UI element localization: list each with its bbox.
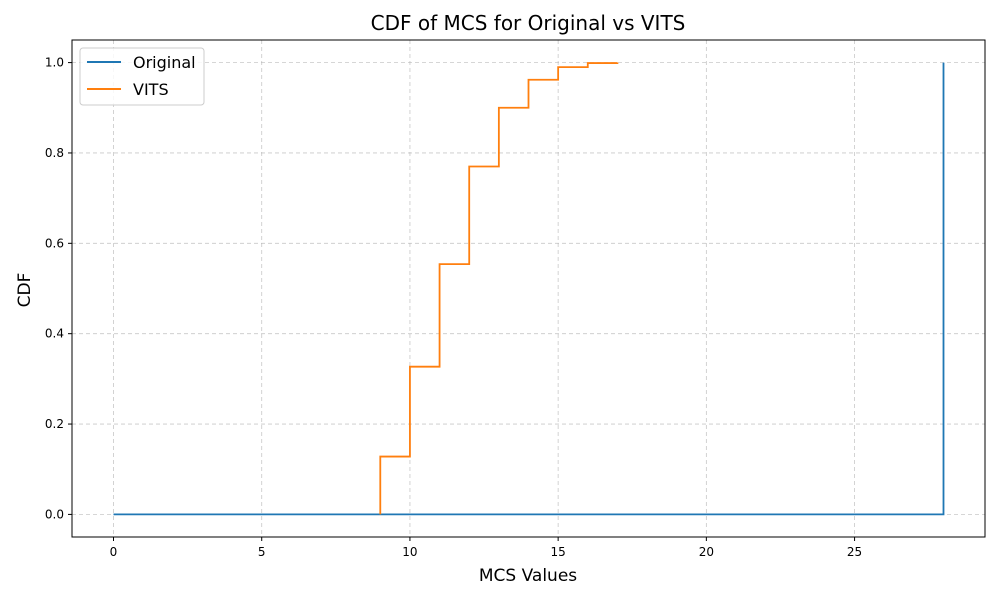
y-tick-label: 0.2 (45, 417, 64, 431)
y-tick-label: 0.6 (45, 236, 64, 250)
x-tick-label: 5 (258, 545, 266, 559)
y-tick-label: 0.4 (45, 327, 64, 341)
grid (72, 40, 985, 537)
plot-frame (71, 39, 986, 538)
series-line-original (113, 62, 945, 516)
ticks: 0 5 10 15 20 25 0.0 0.2 0.4 0.6 0.8 1.0 (45, 56, 862, 559)
legend-label-vits: VITS (133, 80, 169, 99)
legend: Original VITS (79, 47, 205, 106)
x-tick-label: 15 (551, 545, 566, 559)
x-tick-label: 10 (402, 545, 417, 559)
series-line-vits (379, 62, 619, 515)
x-tick-label: 20 (699, 545, 714, 559)
legend-label-original: Original (133, 53, 196, 72)
x-tick-label: 25 (847, 545, 862, 559)
x-tick-label: 0 (110, 545, 118, 559)
x-axis-label: MCS Values (479, 566, 577, 586)
y-axis-label: CDF (15, 273, 35, 308)
series-layer (113, 62, 945, 516)
y-tick-label: 0.0 (45, 507, 64, 521)
y-tick-label: 1.0 (45, 56, 64, 70)
y-tick-label: 0.8 (45, 146, 64, 160)
chart-title: CDF of MCS for Original vs VITS (371, 11, 686, 35)
